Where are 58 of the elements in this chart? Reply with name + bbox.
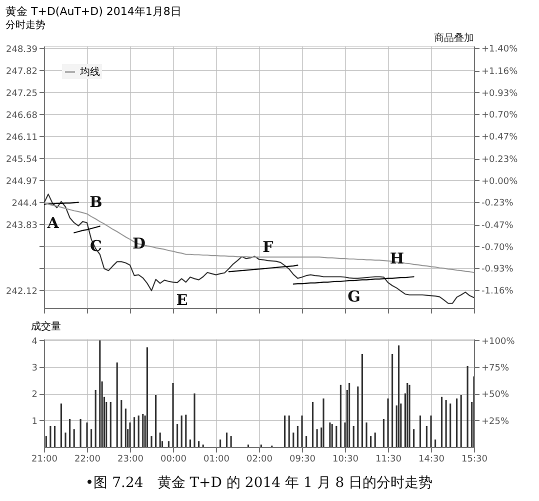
x-tick-label: 11:30 xyxy=(376,454,402,464)
y-tick-label: 247.25 xyxy=(6,88,38,99)
y-tick-label: 242.12 xyxy=(6,286,38,297)
x-tick-label: 14:30 xyxy=(418,454,445,464)
annotation: E xyxy=(176,291,188,310)
x-tick-label: 21:00 xyxy=(32,454,58,464)
chart-title: 成交量 xyxy=(31,320,62,332)
line-series xyxy=(44,194,474,304)
y2-tick-label: +100% xyxy=(482,336,516,347)
y2-tick-label: +50% xyxy=(482,390,510,400)
line-series xyxy=(292,276,414,285)
y-tick-label: 3 xyxy=(32,364,38,374)
y2-tick-label: +75% xyxy=(482,364,510,374)
y2-tick-label: +0.93% xyxy=(482,88,518,99)
y2-tick-label: +0.47% xyxy=(482,132,518,142)
y2-tick-label: +25% xyxy=(482,416,510,427)
y2-tick-label: -0.47% xyxy=(482,221,514,232)
y2-tick-label: -1.16% xyxy=(482,286,514,296)
y-tick-label: 244.4 xyxy=(12,198,38,209)
x-tick-label: 23:00 xyxy=(118,454,144,464)
y-tick-label: 2 xyxy=(32,390,38,400)
y2-tick-label: +0.70% xyxy=(482,110,518,121)
y-tick-label: 246.11 xyxy=(6,132,38,143)
annotation: B xyxy=(90,193,102,212)
y2-tick-label: -0.93% xyxy=(482,264,514,275)
y-tick-label: 243.83 xyxy=(6,220,38,231)
x-tick-label: 02:00 xyxy=(246,454,273,464)
chart-subtitle: 分时走势 xyxy=(6,19,46,31)
y-tick-label: 248.39 xyxy=(6,44,38,55)
y2-tick-label: -0.23% xyxy=(482,198,514,209)
line-series xyxy=(74,226,100,234)
y-tick-label: 245.54 xyxy=(6,154,38,165)
text: 商品叠加 xyxy=(434,32,474,44)
y-tick-label: 244.97 xyxy=(6,176,38,187)
y2-tick-label: +1.16% xyxy=(482,67,518,78)
y2-tick-label: -0.70% xyxy=(482,242,514,253)
y2-tick-label: +0.00% xyxy=(482,176,518,187)
y2-tick-label: +0.23% xyxy=(482,155,518,166)
annotation: H xyxy=(390,250,404,268)
annotation: G xyxy=(348,288,360,306)
y-tick-label: 247.82 xyxy=(6,66,38,77)
legend-label: 均线 xyxy=(79,66,100,78)
annotation: F xyxy=(262,238,274,256)
chart-title: 黄金 T+D(AuT+D) 2014年1月8日 xyxy=(6,5,182,18)
y-tick-label: 4 xyxy=(32,336,38,347)
x-tick-label: 01:00 xyxy=(204,454,230,464)
x-tick-label: 00:00 xyxy=(160,454,187,464)
x-tick-label: 22:00 xyxy=(74,454,101,464)
y-tick-label: 246.68 xyxy=(6,110,38,121)
line-series xyxy=(228,264,298,272)
y-tick-label: 1 xyxy=(32,416,38,427)
x-tick-label: 09:30 xyxy=(290,454,316,464)
x-tick-label: 10:30 xyxy=(332,454,359,464)
text: •图 7.24 黄金 T+D 的 2014 年 1 月 8 日的分时走势 xyxy=(85,475,433,491)
annotation: D xyxy=(132,234,146,253)
x-tick-label: 15:30 xyxy=(462,454,488,464)
y2-tick-label: +1.40% xyxy=(482,44,518,54)
annotation: A xyxy=(46,214,60,232)
